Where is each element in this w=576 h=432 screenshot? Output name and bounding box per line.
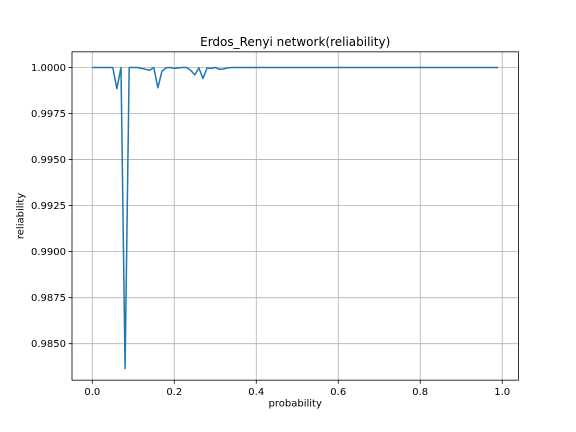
x-tick-label: 0.4 [248,387,264,398]
x-tick-label: 1.0 [494,387,510,398]
y-tick-label: 1.0000 [31,63,66,74]
x-tick-label: 0.8 [412,387,428,398]
y-tick-label: 0.9975 [31,109,66,120]
chart-title: Erdos_Renyi network(reliability) [200,35,390,49]
y-tick-label: 0.9875 [31,293,66,304]
y-tick-label: 0.9900 [31,247,66,258]
y-tick-label: 0.9925 [31,201,66,212]
x-axis-label: probability [269,399,322,410]
y-tick-label: 0.9950 [31,155,66,166]
x-tick-label: 0.6 [330,387,346,398]
x-tick-label: 0.0 [84,387,100,398]
x-tick-label: 0.2 [166,387,182,398]
y-tick-label: 0.9850 [31,339,66,350]
y-axis-label: reliability [16,193,27,239]
